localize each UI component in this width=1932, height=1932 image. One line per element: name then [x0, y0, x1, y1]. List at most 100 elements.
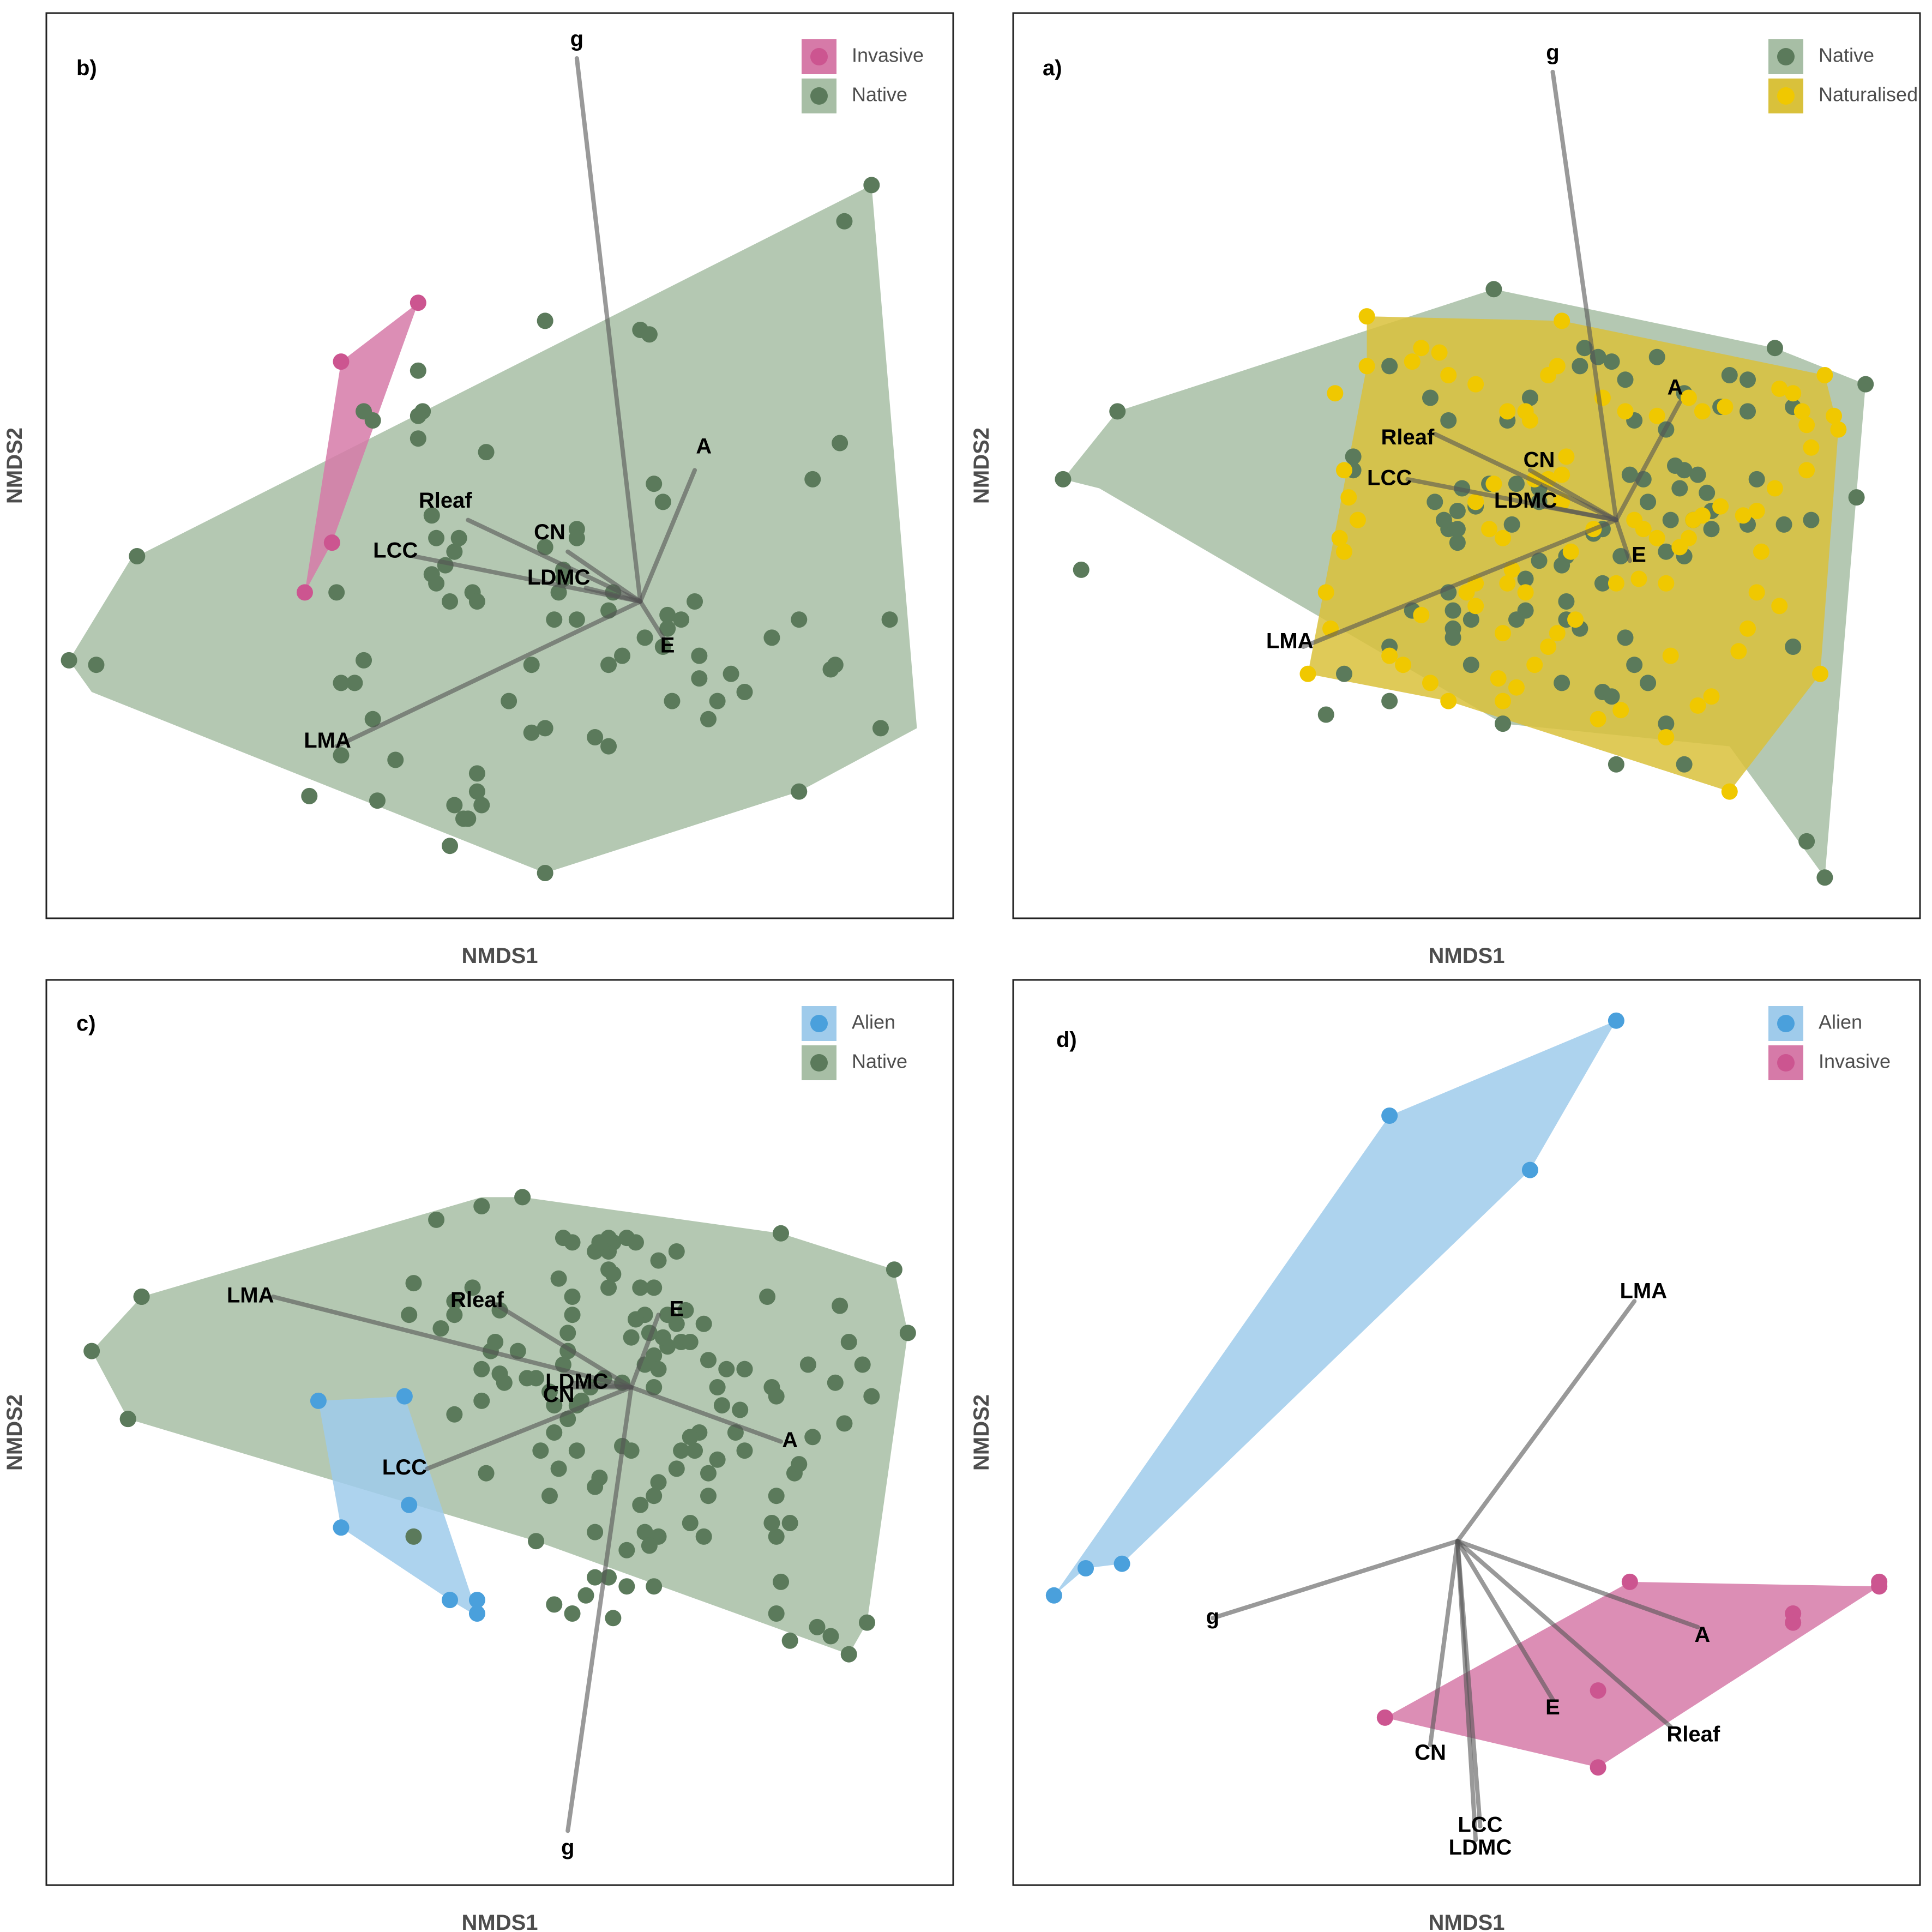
vector-label-lma: LMA	[1620, 1279, 1667, 1303]
data-point	[1531, 552, 1548, 569]
data-point	[791, 783, 808, 800]
vector-e	[629, 1313, 661, 1389]
data-point	[546, 1424, 563, 1441]
data-point	[387, 751, 404, 768]
data-point	[432, 1320, 449, 1337]
data-point	[1626, 657, 1643, 673]
data-point	[442, 1592, 459, 1609]
data-point	[1617, 371, 1634, 388]
y-axis-title: NMDS2	[970, 1394, 994, 1471]
data-point	[1785, 1614, 1802, 1631]
data-point	[646, 1578, 663, 1595]
vector-g	[1550, 69, 1618, 522]
data-point	[537, 312, 553, 329]
data-point	[550, 584, 567, 601]
vector-a	[1614, 400, 1682, 522]
data-point	[1721, 367, 1738, 383]
data-point	[736, 684, 753, 700]
data-point	[1445, 629, 1461, 646]
data-point	[450, 529, 467, 546]
y-axis-title: NMDS2	[3, 1394, 27, 1471]
data-point	[763, 629, 780, 646]
data-point	[1558, 448, 1575, 465]
data-point	[1685, 511, 1702, 528]
data-point	[1376, 1709, 1393, 1726]
panel-a: gARleafCNLCCLDMCELMAa)NMDS1NMDS2NativeNa…	[970, 12, 1921, 968]
data-point	[713, 1397, 730, 1414]
legend-dot-native	[810, 1054, 828, 1072]
series-invasive	[1376, 1573, 1888, 1776]
panel-frame	[1012, 12, 1921, 919]
data-point	[1617, 403, 1634, 420]
data-point	[1499, 403, 1516, 420]
data-point	[541, 1383, 558, 1400]
vector-cn	[1428, 1539, 1460, 1747]
data-point	[1603, 688, 1620, 705]
data-point	[559, 1325, 576, 1341]
data-point	[1554, 466, 1570, 483]
vector-lcc	[425, 1385, 634, 1471]
data-point	[537, 539, 553, 556]
data-point	[1517, 570, 1534, 587]
data-point	[537, 720, 553, 737]
legend-label-alien: Alien	[1819, 1011, 1862, 1033]
data-point	[646, 1379, 663, 1395]
data-point	[1554, 312, 1570, 329]
x-axis-title: NMDS1	[461, 1911, 538, 1932]
trait-vectors: g A Rleaf CN LCC LDMC E LMA	[227, 1284, 798, 1860]
data-point	[1699, 484, 1716, 501]
data-point	[61, 652, 77, 669]
data-point	[1358, 308, 1375, 325]
data-point	[899, 1325, 916, 1341]
data-point	[1621, 466, 1638, 483]
data-point	[709, 693, 726, 709]
data-point	[773, 1573, 790, 1590]
data-point	[1603, 353, 1620, 370]
data-point	[1358, 358, 1375, 375]
panel-tag: b)	[76, 56, 97, 80]
vector-label-g: g	[570, 27, 583, 51]
data-point	[664, 693, 681, 709]
data-point	[832, 1297, 848, 1314]
y-axis-title: NMDS2	[3, 428, 27, 504]
data-point	[550, 1270, 567, 1287]
data-point	[1594, 575, 1611, 592]
data-point	[1871, 1578, 1888, 1595]
data-point	[1422, 389, 1439, 406]
series-native	[83, 1189, 916, 1663]
hull-invasive	[304, 303, 418, 593]
data-point	[736, 1361, 753, 1377]
data-point	[356, 652, 372, 669]
data-point	[859, 1614, 876, 1631]
data-point	[1381, 647, 1398, 664]
data-point	[523, 657, 540, 673]
data-point	[791, 611, 808, 628]
data-point	[732, 1401, 749, 1418]
data-point	[627, 1311, 644, 1328]
data-point	[646, 1279, 663, 1296]
vector-label-lma: LMA	[304, 729, 351, 753]
data-point	[564, 1289, 581, 1305]
data-point	[1748, 584, 1765, 601]
data-point	[863, 1388, 880, 1405]
data-point	[673, 611, 690, 628]
data-point	[736, 1442, 753, 1459]
data-point	[641, 1537, 658, 1554]
data-point	[1340, 489, 1357, 506]
data-point	[1445, 602, 1461, 619]
legend-dot-alien	[1777, 1015, 1795, 1032]
vector-label-g: g	[1546, 40, 1559, 64]
data-point	[1521, 389, 1538, 406]
series-invasive	[296, 294, 426, 601]
vector-lma	[1455, 1299, 1637, 1544]
data-point	[1793, 403, 1810, 420]
data-point	[1785, 639, 1802, 655]
data-point	[296, 584, 313, 601]
vector-label-lma: LMA	[1266, 629, 1314, 653]
vector-cn	[1527, 468, 1618, 522]
legend-dot-alien	[810, 1015, 828, 1032]
data-point	[1317, 706, 1334, 723]
data-point	[401, 1496, 418, 1513]
data-point	[446, 1307, 463, 1323]
